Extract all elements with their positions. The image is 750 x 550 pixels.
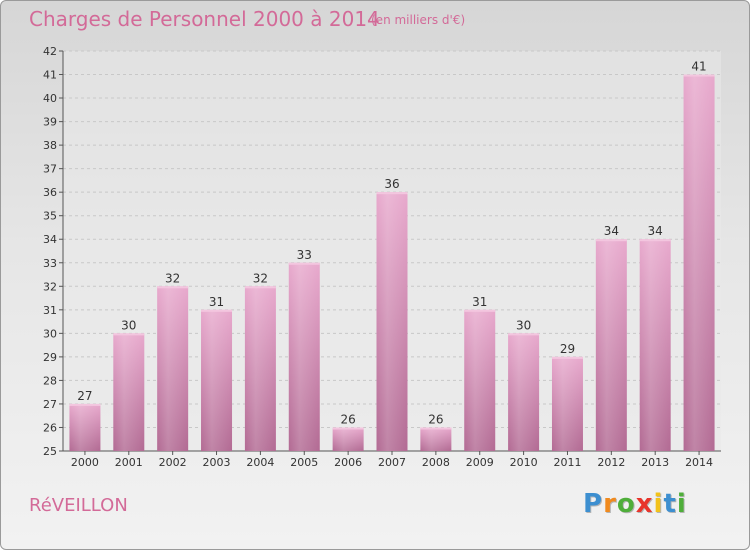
y-tick-label: 25 [43,445,57,458]
bar-top [639,239,671,242]
x-tick-label: 2012 [597,456,625,469]
bar-top [376,192,408,195]
y-tick-label: 40 [43,92,57,105]
x-tick-label: 2013 [641,456,669,469]
bar-top [157,286,189,289]
y-tick-label: 28 [43,374,57,387]
y-tick-label: 30 [43,327,57,340]
y-tick-label: 27 [43,398,57,411]
bar-top [113,333,145,336]
bar-value-label: 26 [340,412,355,426]
bar-sheen [332,427,364,451]
x-tick-label: 2014 [685,456,713,469]
commune-name: RéVEILLON [29,495,128,516]
chart-title: Charges de Personnel 2000 à 2014 [29,7,380,31]
y-tick-label: 39 [43,116,57,129]
bar-top [332,427,364,430]
proxiti-logo: Proxiti [583,489,687,519]
bar-sheen [508,333,540,451]
y-tick-label: 42 [43,45,57,58]
x-tick-label: 2000 [71,456,99,469]
logo-letter: r [603,489,617,519]
bar-value-label: 32 [165,271,180,285]
x-tick-label: 2009 [466,456,494,469]
logo-letter: P [583,489,604,519]
logo-letter: i [653,489,664,519]
x-tick-label: 2002 [159,456,187,469]
bar-value-label: 36 [384,177,399,191]
y-tick-label: 37 [43,163,57,176]
bar-top [595,239,627,242]
bar-top [683,74,715,77]
bar-sheen [420,427,452,451]
bar-sheen [288,262,320,451]
data-labels: 27 30 32 31 32 33 26 36 26 31 30 29 34 34 41 [77,60,706,427]
x-tick-label: 2006 [334,456,362,469]
chart-subtitle: (en milliers d'€) [371,13,466,27]
axes: 25 26 27 28 29 30 31 32 33 34 35 36 37 38 39 40 41 42 2000… [43,45,721,469]
y-tick-label: 29 [43,351,57,364]
bar-top [464,309,496,312]
x-tick-label: 2007 [378,456,406,469]
bar-top [201,309,233,312]
bar-sheen [201,309,233,451]
bar-value-label: 34 [648,224,663,238]
y-tick-label: 36 [43,186,57,199]
bar-top [420,427,452,430]
bar-sheen [244,286,276,451]
x-tick-label: 2003 [203,456,231,469]
x-tick-label: 2008 [422,456,450,469]
bars [69,74,715,452]
bar-value-label: 34 [604,224,619,238]
bar-value-label: 41 [691,60,706,74]
bar-value-label: 30 [516,318,531,332]
bar-value-label: 30 [121,318,136,332]
bar-value-label: 33 [297,248,312,262]
bar-value-label: 27 [77,389,92,403]
bar-sheen [595,239,627,451]
bar-value-label: 31 [472,295,487,309]
bar-sheen [157,286,189,451]
bar-top [244,286,276,289]
x-tick-label: 2001 [115,456,143,469]
y-tick-label: 26 [43,421,57,434]
bar-value-label: 26 [428,412,443,426]
bar-value-label: 31 [209,295,224,309]
bar-sheen [464,309,496,451]
y-tick-label: 41 [43,69,57,82]
y-tick-label: 33 [43,257,57,270]
bar-top [69,403,101,406]
y-tick-label: 38 [43,139,57,152]
bar-sheen [113,333,145,451]
logo-letter: t [663,489,677,519]
x-tick-label: 2005 [290,456,318,469]
logo-letter: i [676,489,687,519]
bar-top [508,333,540,336]
y-tick-label: 35 [43,210,57,223]
x-tick-label: 2011 [553,456,581,469]
y-tick-label: 32 [43,280,57,293]
bar-top [551,356,583,359]
bar-sheen [69,403,101,451]
bar-sheen [376,192,408,452]
bar-sheen [551,356,583,451]
y-tick-label: 34 [43,233,57,246]
logo-letter: x [635,489,654,519]
x-tick-label: 2010 [510,456,538,469]
bar-value-label: 32 [253,271,268,285]
x-tick-label: 2004 [246,456,274,469]
y-tick-label: 31 [43,304,57,317]
bar-value-label: 29 [560,342,575,356]
bar-top [288,262,320,265]
bar-sheen [683,74,715,451]
bar-sheen [639,239,671,451]
logo-letter: o [616,489,636,519]
